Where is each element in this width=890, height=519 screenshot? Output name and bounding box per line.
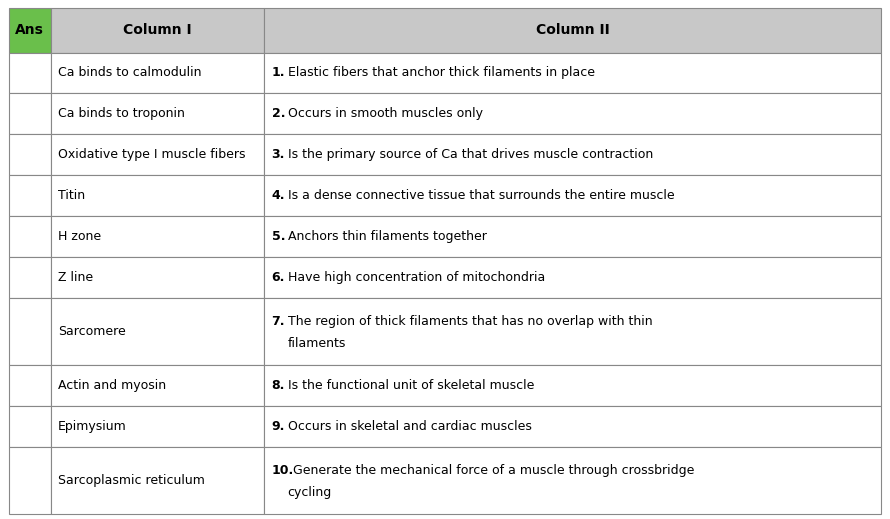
Text: Occurs in skeletal and cardiac muscles: Occurs in skeletal and cardiac muscles bbox=[284, 420, 531, 433]
Text: 2.: 2. bbox=[271, 107, 285, 120]
Text: H zone: H zone bbox=[58, 230, 101, 243]
Text: Have high concentration of mitochondria: Have high concentration of mitochondria bbox=[284, 271, 545, 284]
Bar bbox=[264, 365, 881, 406]
Text: Is the functional unit of skeletal muscle: Is the functional unit of skeletal muscl… bbox=[284, 379, 534, 392]
Text: 8.: 8. bbox=[271, 379, 285, 392]
Text: 9.: 9. bbox=[271, 420, 285, 433]
Bar bbox=[264, 447, 881, 514]
Bar bbox=[264, 298, 881, 365]
Bar bbox=[9, 134, 51, 175]
Text: Ca binds to calmodulin: Ca binds to calmodulin bbox=[58, 66, 201, 79]
Text: Epimysium: Epimysium bbox=[58, 420, 126, 433]
Text: cycling: cycling bbox=[287, 486, 332, 499]
Text: 3.: 3. bbox=[271, 148, 285, 161]
Text: Ca binds to troponin: Ca binds to troponin bbox=[58, 107, 185, 120]
Text: 7.: 7. bbox=[271, 315, 285, 328]
Text: filaments: filaments bbox=[287, 337, 346, 350]
Bar bbox=[9, 52, 51, 93]
Bar bbox=[264, 8, 881, 52]
Bar bbox=[51, 447, 264, 514]
Bar bbox=[51, 298, 264, 365]
Bar bbox=[264, 406, 881, 447]
Bar bbox=[9, 298, 51, 365]
Text: 5.: 5. bbox=[271, 230, 285, 243]
Bar bbox=[9, 216, 51, 257]
Bar bbox=[264, 216, 881, 257]
Text: Titin: Titin bbox=[58, 189, 85, 202]
Text: Sarcomere: Sarcomere bbox=[58, 325, 125, 338]
Bar bbox=[264, 175, 881, 216]
Bar bbox=[51, 365, 264, 406]
Bar bbox=[51, 134, 264, 175]
Bar bbox=[264, 134, 881, 175]
Text: 1.: 1. bbox=[271, 66, 285, 79]
Bar bbox=[51, 175, 264, 216]
Text: Elastic fibers that anchor thick filaments in place: Elastic fibers that anchor thick filamen… bbox=[284, 66, 595, 79]
Text: Is the primary source of Ca that drives muscle contraction: Is the primary source of Ca that drives … bbox=[284, 148, 653, 161]
Text: The region of thick filaments that has no overlap with thin: The region of thick filaments that has n… bbox=[284, 315, 652, 328]
Text: Ans: Ans bbox=[15, 23, 44, 37]
Text: Generate the mechanical force of a muscle through crossbridge: Generate the mechanical force of a muscl… bbox=[289, 464, 694, 477]
Text: Column II: Column II bbox=[536, 23, 610, 37]
Text: Is a dense connective tissue that surrounds the entire muscle: Is a dense connective tissue that surrou… bbox=[284, 189, 675, 202]
Text: 4.: 4. bbox=[271, 189, 285, 202]
Bar bbox=[9, 447, 51, 514]
Text: Oxidative type I muscle fibers: Oxidative type I muscle fibers bbox=[58, 148, 246, 161]
Text: Anchors thin filaments together: Anchors thin filaments together bbox=[284, 230, 487, 243]
Bar bbox=[264, 257, 881, 298]
Text: Column I: Column I bbox=[124, 23, 192, 37]
Bar bbox=[51, 52, 264, 93]
Bar bbox=[51, 257, 264, 298]
Bar bbox=[51, 8, 264, 52]
Text: Z line: Z line bbox=[58, 271, 93, 284]
Bar bbox=[51, 93, 264, 134]
Text: Sarcoplasmic reticulum: Sarcoplasmic reticulum bbox=[58, 474, 205, 487]
Text: 10.: 10. bbox=[271, 464, 294, 477]
Text: Occurs in smooth muscles only: Occurs in smooth muscles only bbox=[284, 107, 482, 120]
Bar bbox=[9, 406, 51, 447]
Bar bbox=[9, 365, 51, 406]
Bar bbox=[264, 93, 881, 134]
Bar bbox=[9, 8, 51, 52]
Bar bbox=[51, 216, 264, 257]
Bar bbox=[9, 257, 51, 298]
Bar bbox=[9, 175, 51, 216]
Bar bbox=[264, 52, 881, 93]
Text: Actin and myosin: Actin and myosin bbox=[58, 379, 166, 392]
Text: 6.: 6. bbox=[271, 271, 285, 284]
Bar bbox=[9, 93, 51, 134]
Bar bbox=[51, 406, 264, 447]
